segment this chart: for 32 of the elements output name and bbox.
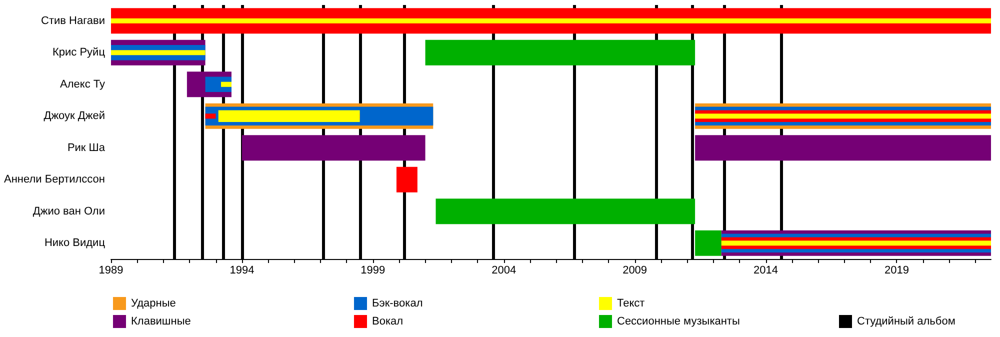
y-tick-label: Рик Ша [67,142,106,154]
bar [242,135,426,161]
y-tick-label: Нико Видиц [44,237,106,250]
x-tick-label: 2009 [622,264,648,276]
x-tick-label: 1989 [98,264,124,276]
legend-label: Студийный альбом [857,316,956,328]
x-tick-label: 2014 [754,264,778,276]
x-tick-label: 2019 [884,264,909,276]
legend-label: Вокал [372,316,404,328]
legend-label: Ударные [131,298,176,310]
y-tick-label: Стив Нагави [41,14,105,27]
legend-label: Клавишные [131,316,191,328]
bar [111,50,206,56]
y-tick-label: Алекс Ту [60,78,106,90]
x-tick-label: 1999 [360,264,386,276]
bar [721,240,991,246]
bar [695,114,991,119]
bar [695,135,991,161]
y-tick-label: Джио ван Оли [32,205,105,218]
bar [111,18,991,24]
bar [425,40,696,66]
bar [221,82,232,87]
y-tick-label: Аннели Бертилссон [4,174,105,186]
legend-label: Бэк-вокал [372,298,423,310]
y-tick-label: Джоук Джей [44,110,105,122]
legend-label: Текст [617,298,645,310]
y-tick-label: Крис Руйц [52,46,106,59]
bar [436,198,696,224]
x-tick-label: 2004 [492,264,516,276]
x-tick-label: 1994 [230,264,254,276]
bar [695,230,722,256]
legend-label: Сессионные музыканты [617,316,740,328]
